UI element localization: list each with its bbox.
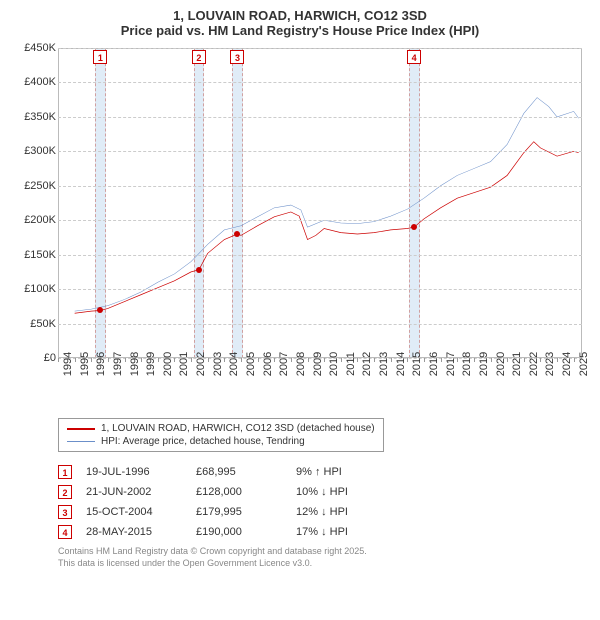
y-axis-label: £50K bbox=[12, 318, 56, 330]
sale-date: 19-JUL-1996 bbox=[86, 466, 196, 478]
sale-dot bbox=[196, 267, 202, 273]
title-block: 1, LOUVAIN ROAD, HARWICH, CO12 3SD Price… bbox=[10, 8, 590, 38]
sale-date: 28-MAY-2015 bbox=[86, 526, 196, 538]
y-axis-label: £150K bbox=[12, 249, 56, 261]
sale-date: 21-JUN-2002 bbox=[86, 486, 196, 498]
sales-row: 2 21-JUN-2002£128,00010% ↓ HPI bbox=[58, 482, 590, 502]
gridline bbox=[58, 117, 582, 118]
series-price_paid bbox=[75, 142, 579, 314]
sale-delta: 9% ↑ HPI bbox=[296, 466, 416, 478]
sales-table: 119-JUL-1996£68,9959% ↑ HPI221-JUN-2002£… bbox=[58, 462, 590, 542]
sale-price: £179,995 bbox=[196, 506, 296, 518]
x-axis-label: 2025 bbox=[578, 352, 600, 376]
x-tick bbox=[58, 358, 59, 362]
legend: 1, LOUVAIN ROAD, HARWICH, CO12 3SD (deta… bbox=[58, 418, 384, 452]
row-marker: 1 bbox=[58, 465, 72, 479]
gridline bbox=[58, 48, 582, 49]
sales-row: 4 28-MAY-2015£190,00017% ↓ HPI bbox=[58, 522, 590, 542]
title-subtitle: Price paid vs. HM Land Registry's House … bbox=[10, 23, 590, 38]
sale-dot bbox=[234, 231, 240, 237]
gridline bbox=[58, 186, 582, 187]
y-axis-label: £100K bbox=[12, 283, 56, 295]
legend-item: HPI: Average price, detached house, Tend… bbox=[67, 435, 375, 448]
legend-label: HPI: Average price, detached house, Tend… bbox=[101, 436, 305, 447]
legend-swatch bbox=[67, 428, 95, 430]
y-axis-label: £250K bbox=[12, 180, 56, 192]
row-marker: 4 bbox=[58, 525, 72, 539]
sale-delta: 10% ↓ HPI bbox=[296, 486, 416, 498]
legend-label: 1, LOUVAIN ROAD, HARWICH, CO12 3SD (deta… bbox=[101, 423, 375, 434]
row-marker: 3 bbox=[58, 505, 72, 519]
gridline bbox=[58, 324, 582, 325]
event-marker: 3 bbox=[230, 50, 244, 64]
y-axis-label: £200K bbox=[12, 214, 56, 226]
attribution-line1: Contains HM Land Registry data © Crown c… bbox=[58, 546, 590, 558]
gridline bbox=[58, 255, 582, 256]
attribution-line2: This data is licensed under the Open Gov… bbox=[58, 558, 590, 570]
sale-dot bbox=[411, 224, 417, 230]
gridline bbox=[58, 82, 582, 83]
chart-lines bbox=[58, 48, 582, 358]
gridline bbox=[58, 289, 582, 290]
y-axis-label: £450K bbox=[12, 42, 56, 54]
event-marker: 1 bbox=[93, 50, 107, 64]
legend-swatch bbox=[67, 441, 95, 442]
gridline bbox=[58, 220, 582, 221]
title-address: 1, LOUVAIN ROAD, HARWICH, CO12 3SD bbox=[10, 8, 590, 23]
attribution: Contains HM Land Registry data © Crown c… bbox=[58, 546, 590, 569]
y-axis-label: £350K bbox=[12, 111, 56, 123]
y-axis-label: £300K bbox=[12, 145, 56, 157]
sale-delta: 12% ↓ HPI bbox=[296, 506, 416, 518]
sale-date: 15-OCT-2004 bbox=[86, 506, 196, 518]
series-hpi bbox=[75, 98, 579, 312]
event-marker: 2 bbox=[192, 50, 206, 64]
event-marker: 4 bbox=[407, 50, 421, 64]
chart: 1 2 3 4 £0 £50K £100K £150K £200K £250K £300K £350… bbox=[10, 42, 590, 412]
plot-area: 1 2 3 4 bbox=[58, 48, 582, 358]
sale-price: £68,995 bbox=[196, 466, 296, 478]
y-axis-label: £400K bbox=[12, 76, 56, 88]
sale-delta: 17% ↓ HPI bbox=[296, 526, 416, 538]
sales-row: 1 19-JUL-1996£68,9959% ↑ HPI bbox=[58, 462, 590, 482]
sale-price: £128,000 bbox=[196, 486, 296, 498]
y-axis-label: £0 bbox=[12, 352, 56, 364]
gridline bbox=[58, 151, 582, 152]
legend-item: 1, LOUVAIN ROAD, HARWICH, CO12 3SD (deta… bbox=[67, 422, 375, 435]
sale-price: £190,000 bbox=[196, 526, 296, 538]
sales-row: 3 15-OCT-2004£179,99512% ↓ HPI bbox=[58, 502, 590, 522]
root: 1, LOUVAIN ROAD, HARWICH, CO12 3SD Price… bbox=[0, 0, 600, 575]
sale-dot bbox=[97, 307, 103, 313]
row-marker: 2 bbox=[58, 485, 72, 499]
